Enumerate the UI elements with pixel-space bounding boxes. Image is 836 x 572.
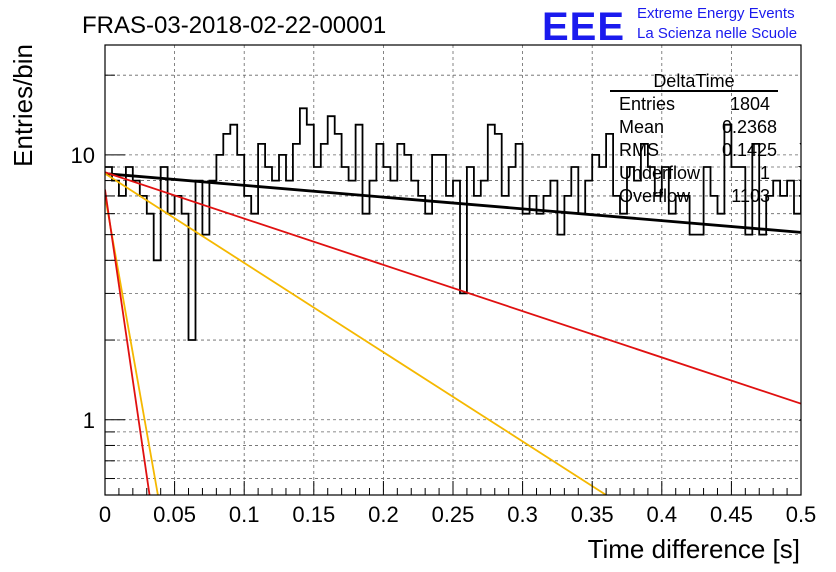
stats-label-underflow: Underflow	[619, 163, 701, 183]
x-tick-label: 0.5	[786, 502, 817, 527]
grid-lines	[105, 45, 801, 495]
fit-line	[105, 171, 801, 405]
x-axis-label: Time difference [s]	[588, 534, 800, 564]
stats-value-underflow: 1	[760, 163, 770, 183]
x-tick-label: 0.15	[292, 502, 335, 527]
stats-value-overflow: 1103	[731, 186, 770, 206]
stats-label-rms: RMS	[619, 140, 659, 160]
x-tick-label: 0.1	[229, 502, 260, 527]
fit-line	[105, 189, 151, 495]
x-tick-label: 0	[99, 502, 111, 527]
y-axis-label: Entries/bin	[8, 44, 38, 167]
histogram	[105, 107, 801, 421]
axes: 0 0.05 0.1 0.15 0.2 0.25 0.3 0.35 0.4 0.45 0.5 1 10	[71, 74, 817, 527]
fit-line	[105, 172, 607, 495]
stats-title: DeltaTime	[653, 71, 734, 91]
x-tick-label: 0.35	[571, 502, 614, 527]
stats-label-entries: Entries	[619, 94, 675, 114]
stats-value-rms: 0.1425	[722, 140, 777, 160]
histogram-step-line	[105, 107, 801, 421]
chart-title: FRAS-03-2018-02-22-00001	[82, 12, 386, 39]
x-tick-label: 0.05	[153, 502, 196, 527]
stats-value-entries: 1804	[730, 94, 770, 114]
eee-logo: EEE Extreme Energy Events La Scienza nel…	[542, 5, 797, 49]
x-tick-label: 0.2	[368, 502, 399, 527]
x-tick-label: 0.3	[507, 502, 538, 527]
fit-lines	[105, 171, 801, 495]
logo-line-1: Extreme Energy Events	[637, 5, 795, 22]
stats-box: DeltaTime Entries 1804 Mean 0.2368 RMS 0…	[610, 71, 778, 206]
logo-mark: EEE	[542, 5, 625, 49]
stats-value-mean: 0.2368	[722, 117, 777, 137]
x-tick-label: 0.45	[710, 502, 753, 527]
y-tick-label: 1	[83, 408, 95, 433]
fit-line	[105, 172, 801, 234]
stats-label-mean: Mean	[619, 117, 664, 137]
y-tick-label: 10	[71, 143, 95, 168]
x-tick-label: 0.4	[647, 502, 678, 527]
x-tick-label: 0.25	[432, 502, 475, 527]
stats-label-overflow: Overflow	[619, 186, 691, 206]
logo-line-2: La Scienza nelle Scuole	[637, 25, 797, 42]
